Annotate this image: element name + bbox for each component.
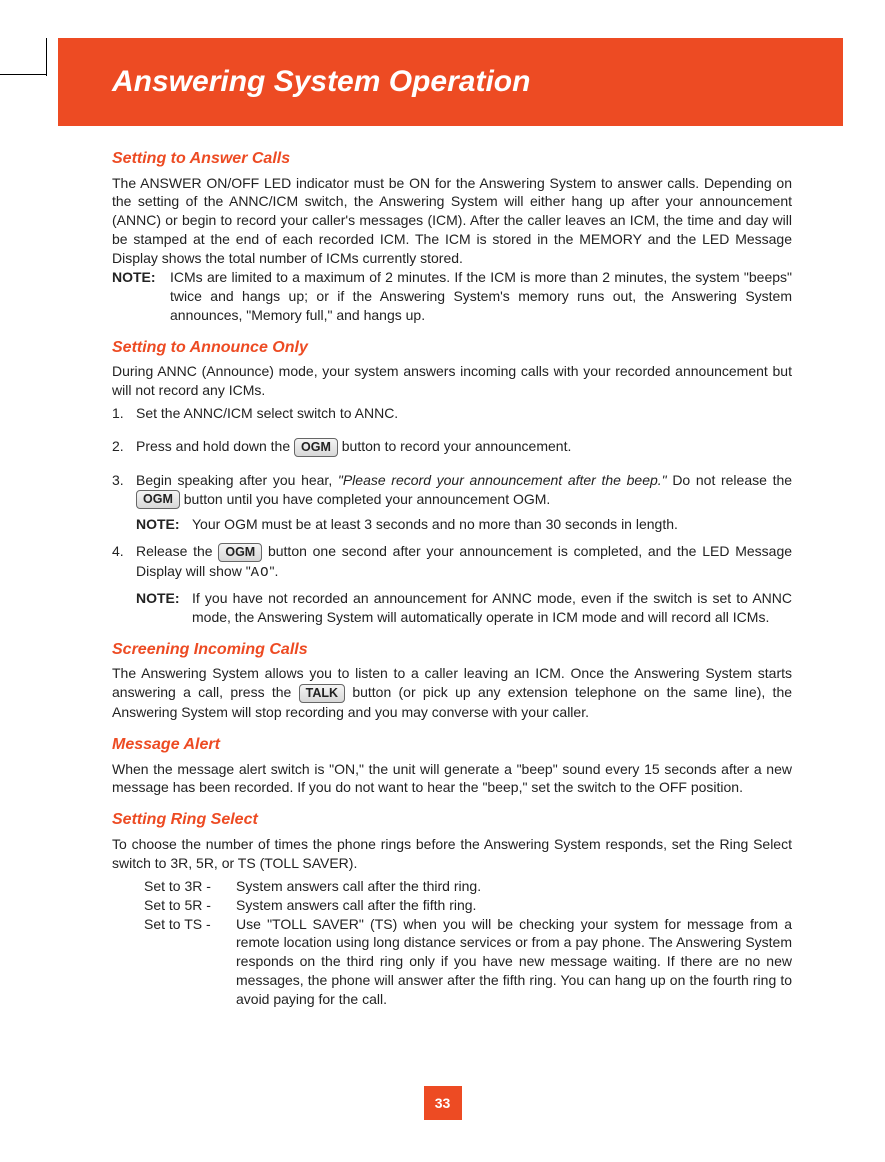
ogm-button-icon: OGM xyxy=(136,490,180,509)
step-number: 2. xyxy=(112,437,136,463)
list-item: 3. Begin speaking after you hear, "Pleas… xyxy=(112,471,792,535)
para-ring-select: To choose the number of times the phone … xyxy=(112,835,792,873)
step-text: Press and hold down the OGM button to re… xyxy=(136,437,792,457)
para-screening: The Answering System allows you to liste… xyxy=(112,664,792,722)
ogm-button-icon: OGM xyxy=(218,543,262,562)
para-announce-only: During ANNC (Announce) mode, your system… xyxy=(112,362,792,400)
page-number: 33 xyxy=(435,1095,451,1111)
page-content: Setting to Answer Calls The ANSWER ON/OF… xyxy=(112,142,792,1009)
heading-setting-answer: Setting to Answer Calls xyxy=(112,148,792,170)
page-number-box: 33 xyxy=(424,1086,462,1120)
ring-option-3r: Set to 3R - System answers call after th… xyxy=(144,877,792,896)
note-icm-limit: NOTE: ICMs are limited to a maximum of 2… xyxy=(112,268,792,325)
para-setting-answer: The ANSWER ON/OFF LED indicator must be … xyxy=(112,174,792,268)
note-label: NOTE: xyxy=(112,268,170,325)
ogm-button-icon: OGM xyxy=(294,438,338,457)
talk-button-icon: TALK xyxy=(299,684,345,703)
page-header: Answering System Operation xyxy=(58,38,843,126)
note-body: Your OGM must be at least 3 seconds and … xyxy=(192,515,792,534)
step-number: 1. xyxy=(112,404,136,429)
para-message-alert: When the message alert switch is "ON," t… xyxy=(112,760,792,798)
crop-mark-vertical xyxy=(46,38,47,76)
heading-screening: Screening Incoming Calls xyxy=(112,639,792,661)
page-title: Answering System Operation xyxy=(112,65,530,99)
crop-mark-horizontal xyxy=(0,74,46,75)
note-annc-fallback: NOTE: If you have not recorded an announ… xyxy=(136,589,792,627)
list-item: 1. Set the ANNC/ICM select switch to ANN… xyxy=(112,404,792,429)
note-body: If you have not recorded an announcement… xyxy=(192,589,792,627)
list-item: 4. Release the OGM button one second aft… xyxy=(112,542,792,626)
heading-announce-only: Setting to Announce Only xyxy=(112,337,792,359)
note-body: ICMs are limited to a maximum of 2 minut… xyxy=(170,268,792,325)
note-label: NOTE: xyxy=(136,589,192,627)
step-number: 3. xyxy=(112,471,136,535)
heading-ring-select: Setting Ring Select xyxy=(112,809,792,831)
announce-steps: 1. Set the ANNC/ICM select switch to ANN… xyxy=(112,404,792,627)
step-text: Begin speaking after you hear, "Please r… xyxy=(136,471,792,510)
ring-option-5r: Set to 5R - System answers call after th… xyxy=(144,896,792,915)
step-number: 4. xyxy=(112,542,136,626)
note-ogm-length: NOTE: Your OGM must be at least 3 second… xyxy=(136,515,792,534)
heading-message-alert: Message Alert xyxy=(112,734,792,756)
step-text: Release the OGM button one second after … xyxy=(136,542,792,583)
ring-option-ts: Set to TS - Use "TOLL SAVER" (TS) when y… xyxy=(144,915,792,1009)
list-item: 2. Press and hold down the OGM button to… xyxy=(112,437,792,463)
note-label: NOTE: xyxy=(136,515,192,534)
step-text: Set the ANNC/ICM select switch to ANNC. xyxy=(136,404,792,423)
ring-select-options: Set to 3R - System answers call after th… xyxy=(144,877,792,1009)
